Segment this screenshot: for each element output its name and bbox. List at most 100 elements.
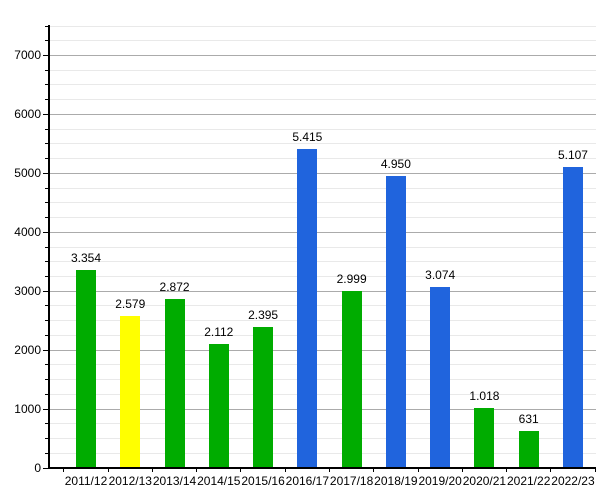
bar-2021-22 [518, 430, 539, 468]
gridline-major [49, 408, 596, 410]
y-tick-label: 7000 [14, 48, 41, 63]
y-axis-tick [45, 305, 49, 307]
y-axis-tick [43, 349, 49, 351]
x-tick-label: 2016/17 [285, 474, 330, 488]
gridline-minor [49, 99, 596, 101]
y-axis-tick [45, 202, 49, 204]
y-tick-label: 2000 [14, 343, 41, 358]
gridline-minor [49, 423, 596, 425]
gridline-minor [49, 158, 596, 160]
x-axis-tick [373, 468, 375, 472]
bar-2014-15 [208, 343, 229, 468]
bar-value-label: 2.872 [159, 279, 190, 294]
x-tick-label: 2012/13 [108, 474, 152, 488]
gridline-minor [49, 25, 596, 27]
bar-value-label: 5.107 [557, 148, 588, 163]
gridline-minor [49, 320, 596, 322]
x-tick-label: 2018/19 [374, 474, 418, 488]
bar-value-label: 3.354 [70, 251, 102, 266]
bar-value-label: 4.950 [380, 157, 411, 172]
gridline-minor [49, 379, 596, 381]
gridline-minor [49, 275, 596, 277]
y-axis-tick [45, 128, 49, 130]
gridline-major [49, 349, 596, 351]
bar-2019-20 [430, 286, 451, 468]
y-axis-tick [45, 187, 49, 189]
x-tick-label: 2021/22 [506, 474, 551, 488]
y-axis-tick [45, 379, 49, 381]
y-tick-label: 0 [34, 461, 41, 475]
x-axis-tick [63, 468, 65, 472]
x-axis-tick [284, 468, 286, 472]
y-axis-tick [43, 408, 49, 410]
y-axis-tick [45, 217, 49, 219]
bar-2016-17 [297, 148, 318, 468]
y-tick-label: 3000 [14, 284, 41, 299]
y-axis-tick [43, 231, 49, 233]
y-axis-tick [45, 69, 49, 71]
gridline-minor [49, 364, 596, 366]
gridline-minor [49, 128, 596, 130]
x-axis-tick [107, 468, 109, 472]
gridline-minor [49, 40, 596, 42]
y-axis-tick [45, 364, 49, 366]
x-tick-label: 2011/12 [64, 474, 108, 488]
y-axis-tick [45, 40, 49, 42]
gridline-minor [49, 217, 596, 219]
bar-value-label: 2.112 [204, 324, 234, 339]
y-axis-tick [43, 172, 49, 174]
y-axis-tick [45, 158, 49, 160]
bar-2017-18 [341, 291, 362, 468]
y-tick-label: 6000 [14, 107, 41, 122]
y-axis-tick [45, 423, 49, 425]
y-axis-tick [45, 246, 49, 248]
x-axis-tick [594, 468, 596, 472]
bar-value-label: 631 [518, 411, 539, 426]
bar-2013-14 [164, 298, 185, 468]
gridline-minor [49, 143, 596, 145]
gridline-major [49, 172, 596, 174]
y-axis-tick [43, 54, 49, 56]
x-tick-label: 2019/20 [418, 474, 462, 488]
gridline-minor [49, 393, 596, 395]
x-tick-label: 2014/15 [197, 474, 241, 488]
y-axis-tick [45, 25, 49, 27]
gridline-minor [49, 452, 596, 454]
bar-2011-12 [76, 270, 96, 468]
gridline-minor [49, 261, 596, 263]
bar-value-label: 2.579 [115, 297, 146, 311]
gridline-minor [49, 305, 596, 307]
y-axis-tick [45, 261, 49, 263]
x-tick-label: 2017/18 [329, 474, 374, 488]
x-axis-tick [328, 468, 330, 472]
gridline-major [49, 113, 596, 115]
gridline-minor [49, 202, 596, 204]
x-tick-label: 2013/14 [152, 474, 197, 488]
gridline-major [49, 231, 596, 233]
y-axis-line [48, 25, 50, 469]
bar-value-label: 5.415 [292, 129, 323, 144]
x-axis-line [48, 467, 596, 469]
y-tick-label: 5000 [14, 166, 41, 181]
x-axis-tick [506, 468, 508, 472]
bar-2012-13 [120, 316, 141, 468]
bar-value-label: 2.999 [336, 272, 367, 287]
bar-2018-19 [385, 176, 406, 468]
y-axis-tick [45, 438, 49, 440]
y-axis-tick [43, 290, 49, 292]
gridline-minor [49, 334, 596, 336]
y-axis-tick [45, 143, 49, 145]
y-axis-tick [45, 452, 49, 454]
y-axis-tick [45, 320, 49, 322]
bar-value-label: 2.395 [248, 307, 279, 322]
gridline-minor [49, 69, 596, 71]
bar-2015-16 [253, 326, 274, 468]
bar-2020-21 [474, 408, 495, 468]
x-axis-tick [240, 468, 242, 472]
gridline-major [49, 290, 596, 292]
x-tick-label: 2020/21 [462, 474, 507, 488]
